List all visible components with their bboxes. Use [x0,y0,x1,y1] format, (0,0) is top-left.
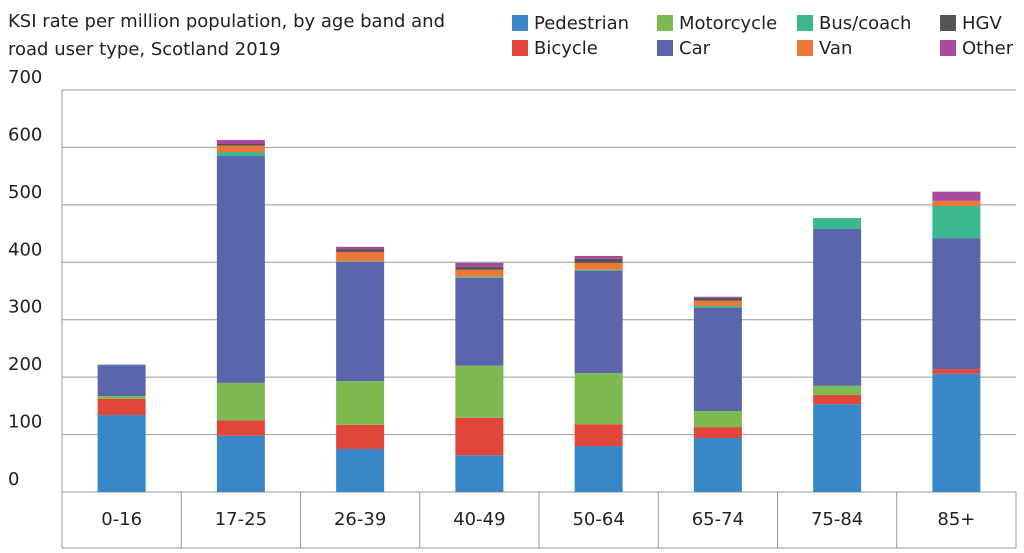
bar-segment [574,446,623,492]
bar-segment [455,276,504,278]
legend-label: Bus/coach [819,13,911,34]
y-tick-label: 0 [8,469,19,490]
bar-segment [813,394,862,405]
bar-segment [455,262,504,267]
x-tick-label: 85+ [937,509,975,530]
bar-segment [693,438,742,492]
bar-segment [813,404,862,492]
x-tick-label: 40-49 [453,509,505,530]
bar-segment [574,270,623,374]
legend-label: Pedestrian [534,13,629,34]
bar-segment [932,373,981,492]
x-tick-label: 65-74 [692,509,744,530]
y-tick-label: 500 [8,182,42,203]
bar-segment [216,382,265,421]
legend-label: Other [962,38,1014,59]
legend-swatch [940,15,956,31]
x-tick-label: 75-84 [811,509,863,530]
bar-segment [693,307,742,412]
bar-segment [932,200,981,207]
y-tick-label: 100 [8,412,42,433]
bar-segment [216,435,265,492]
x-tick-label: 26-39 [334,509,386,530]
bar-segment [813,228,862,386]
bar-segment [216,152,265,157]
legend-swatch [512,40,528,56]
legend-label: Bicycle [534,38,598,59]
legend-swatch [797,40,813,56]
x-tick-label: 50-64 [572,509,624,530]
x-tick-label: 17-25 [215,509,267,530]
legend-swatch [657,15,673,31]
bar-segment [455,455,504,492]
bar-segment [336,249,385,252]
bar-segment [574,269,623,271]
bar-segment [455,417,504,456]
bar-segment [336,246,385,250]
bar-segment [336,261,385,382]
y-tick-label: 600 [8,124,42,145]
bar-segment [574,258,623,263]
y-tick-label: 700 [8,67,42,88]
bar-segment [216,156,265,383]
y-tick-label: 300 [8,297,42,318]
legend-label: Van [819,38,852,59]
bar-segment [693,427,742,439]
bar-segment [336,381,385,425]
bar-segment [574,255,623,259]
bar-segment [932,369,981,374]
bar-segment [574,424,623,447]
bar-segment [693,297,742,301]
legend-label: HGV [962,13,1002,34]
chart-title: KSI rate per million population, by age … [8,11,446,60]
legend-swatch [512,15,528,31]
bar-segment [693,305,742,308]
legend-label: Car [679,38,711,59]
bar-segment [574,262,623,270]
bar-segment [336,261,385,262]
legend-swatch [797,15,813,31]
bar-segment [455,269,504,277]
y-tick-label: 400 [8,239,42,260]
bar-segment [693,296,742,298]
bar-segment [693,411,742,428]
bar-segment [932,238,981,370]
y-tick-label: 200 [8,354,42,375]
bar-segment [455,277,504,366]
bar-segment [813,218,862,229]
bar-segment [336,424,385,449]
bar-segment [813,385,862,395]
bar-segment [216,145,265,153]
bar-segment [336,251,385,262]
bar-segment [97,364,146,366]
bar-segment [932,191,981,201]
bar-segment [693,300,742,306]
bar-segment [336,448,385,492]
bar-segment [932,206,981,239]
bar-segment [97,398,146,416]
bar-segment [455,365,504,418]
bar-segment [574,373,623,425]
legend-swatch [940,40,956,56]
bar-segment [97,396,146,399]
bar-segment [455,266,504,270]
bar-segment [216,420,265,436]
bar-segment [97,415,146,492]
bar-segment [216,143,265,146]
bar-segment [216,139,265,144]
bar-segment [97,365,146,397]
x-tick-label: 0-16 [101,509,142,530]
legend-label: Motorcycle [679,13,777,34]
legend-swatch [657,40,673,56]
